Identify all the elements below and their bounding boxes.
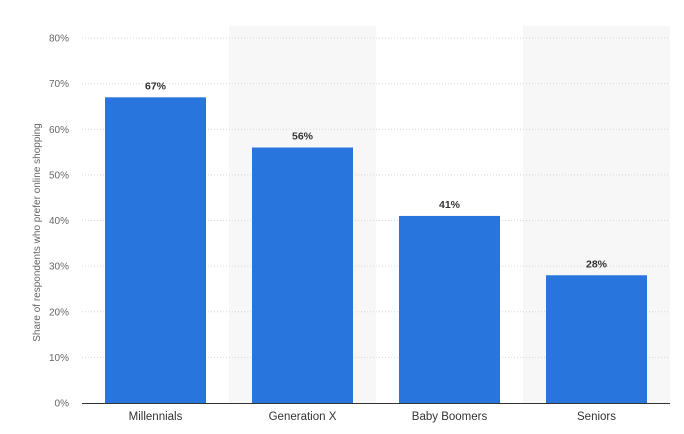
x-tick-label: Seniors bbox=[577, 411, 616, 423]
y-tick-label: 80% bbox=[49, 34, 69, 45]
bar-baby-boomers[interactable] bbox=[399, 215, 500, 403]
y-tick-label: 10% bbox=[49, 353, 69, 364]
y-axis-title: Share of respondents who prefer online s… bbox=[32, 123, 43, 341]
y-tick-label: 50% bbox=[49, 170, 69, 181]
x-tick-label: Baby Boomers bbox=[412, 411, 488, 423]
x-tick-label: Generation X bbox=[269, 411, 337, 423]
bar-millennials[interactable] bbox=[105, 97, 206, 403]
y-tick-label: 70% bbox=[49, 79, 69, 90]
bars bbox=[105, 97, 647, 403]
data-label: 28% bbox=[586, 258, 608, 270]
y-tick-label: 60% bbox=[49, 125, 69, 136]
data-label: 41% bbox=[439, 199, 461, 211]
bar-generation-x[interactable] bbox=[252, 147, 353, 404]
y-tick-label: 0% bbox=[55, 399, 70, 410]
x-tick-labels: Millennials Generation X Baby Boomers Senio… bbox=[129, 411, 617, 423]
y-tick-label: 20% bbox=[49, 307, 69, 318]
y-tick-label: 40% bbox=[49, 216, 69, 227]
data-label: 67% bbox=[145, 80, 167, 92]
y-tick-labels: 0% 10% 20% 30% 40% 50% 60% 70% 80% bbox=[49, 34, 69, 410]
x-tick-label: Millennials bbox=[129, 411, 183, 423]
data-label: 56% bbox=[292, 131, 314, 143]
y-tick-label: 30% bbox=[49, 262, 69, 273]
data-labels: 67% 56% 41% 28% bbox=[145, 80, 608, 270]
bar-seniors[interactable] bbox=[546, 275, 647, 403]
